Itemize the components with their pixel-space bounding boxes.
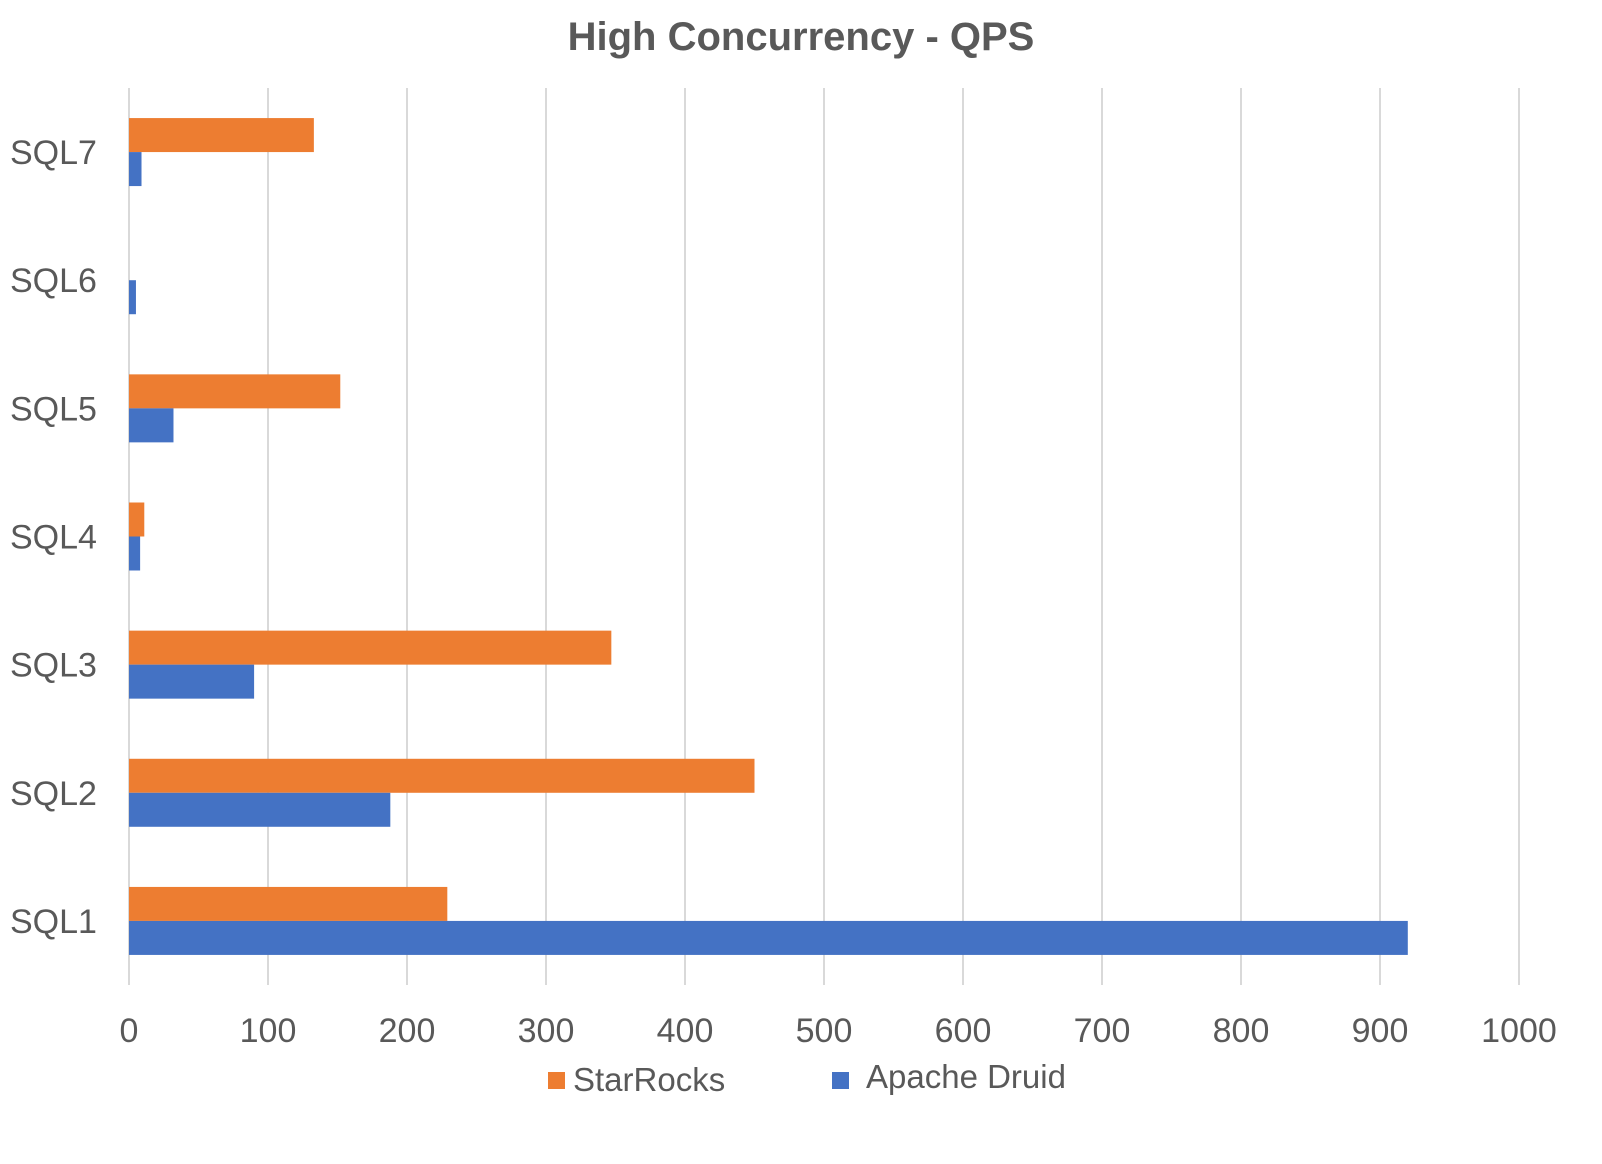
y-tick-label-sql7: SQL7 (10, 134, 97, 172)
x-tick-label-0: 0 (120, 1012, 139, 1050)
bar-apache-druid-sql7 (129, 152, 142, 187)
bar-apache-druid-sql2 (129, 792, 391, 827)
x-tick-label-700: 700 (1074, 1012, 1131, 1050)
x-tick-label-400: 400 (657, 1012, 714, 1050)
y-tick-label-sql5: SQL5 (10, 390, 97, 428)
legend-label-starrocks: StarRocks (573, 1061, 725, 1098)
bar-starrocks-sql4 (129, 502, 145, 537)
x-tick-label-800: 800 (1213, 1012, 1270, 1050)
y-axis-labels: SQL1 SQL2 SQL3 SQL4 SQL5 SQL6 SQL7 (10, 134, 97, 941)
x-tick-label-200: 200 (379, 1012, 436, 1050)
bar-starrocks-sql7 (129, 118, 314, 153)
legend-swatch-apache-druid (832, 1072, 849, 1089)
y-tick-label-sql4: SQL4 (10, 519, 97, 557)
bars (129, 118, 1408, 955)
y-tick-label-sql6: SQL6 (10, 262, 97, 300)
bar-apache-druid-sql4 (129, 536, 141, 571)
x-tick-label-1000: 1000 (1481, 1012, 1557, 1050)
grid-lines (128, 88, 1520, 985)
bar-starrocks-sql3 (129, 630, 612, 665)
x-tick-label-100: 100 (240, 1012, 297, 1050)
x-tick-label-600: 600 (935, 1012, 992, 1050)
bar-apache-druid-sql3 (129, 664, 255, 699)
bar-apache-druid-sql1 (129, 920, 1408, 955)
x-tick-label-500: 500 (796, 1012, 853, 1050)
bar-starrocks-sql2 (129, 758, 755, 793)
x-tick-label-900: 900 (1352, 1012, 1409, 1050)
bar-apache-druid-sql6 (129, 280, 136, 315)
bar-starrocks-sql5 (129, 374, 341, 409)
legend-label-apache-druid: Apache Druid (866, 1058, 1066, 1095)
bar-apache-druid-sql5 (129, 408, 174, 443)
y-tick-label-sql3: SQL3 (10, 647, 97, 685)
legend: StarRocks Apache Druid (548, 1058, 1066, 1098)
x-axis-labels: 0 100 200 300 400 500 600 700 800 900 1000 (120, 1012, 1557, 1050)
x-tick-label-300: 300 (518, 1012, 575, 1050)
y-tick-label-sql1: SQL1 (10, 903, 97, 941)
bar-starrocks-sql1 (129, 886, 448, 921)
chart-title: High Concurrency - QPS (568, 15, 1035, 59)
y-tick-label-sql2: SQL2 (10, 775, 97, 813)
legend-swatch-starrocks (548, 1072, 565, 1089)
